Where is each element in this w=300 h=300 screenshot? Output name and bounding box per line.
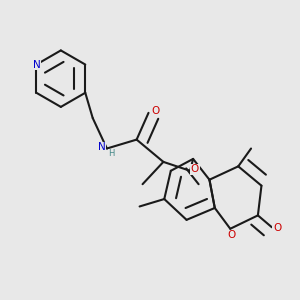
Text: O: O (228, 230, 236, 240)
Text: O: O (191, 164, 199, 174)
Text: O: O (273, 223, 281, 233)
Text: O: O (151, 106, 159, 116)
Text: N: N (32, 59, 40, 70)
Text: N: N (98, 142, 105, 152)
Text: H: H (108, 149, 114, 158)
